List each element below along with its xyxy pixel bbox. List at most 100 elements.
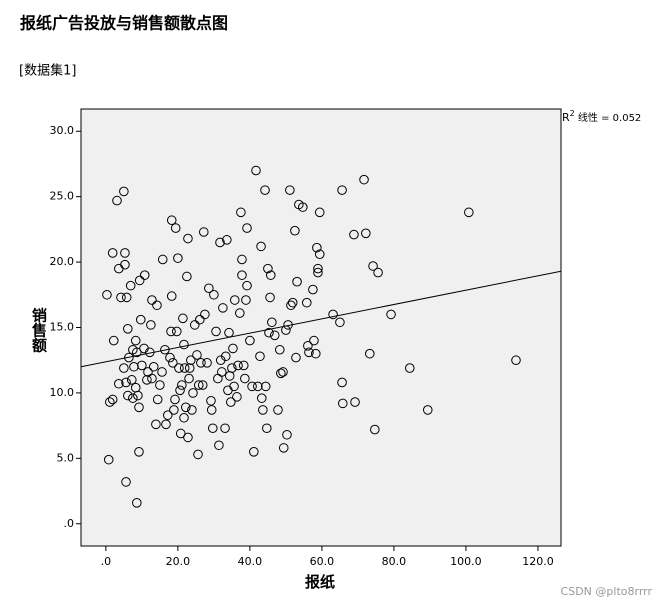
point [107,394,118,405]
point [177,380,187,390]
point [368,261,378,271]
point [218,303,228,313]
point [202,358,212,368]
x-tick-label: 60.0 [310,555,335,568]
point [130,335,141,346]
point [364,348,375,359]
point [303,341,313,351]
fit-label-text: 线性 = 0.052 [575,111,642,124]
point [152,394,163,405]
point [195,314,205,325]
point [179,412,189,423]
point [170,394,180,405]
point [229,295,240,305]
point [278,443,289,453]
point [132,347,142,358]
point [105,397,115,407]
point [189,320,200,330]
point [170,223,181,233]
point [274,344,285,355]
point [123,390,133,401]
point [206,405,217,415]
point [262,423,272,434]
point [511,355,521,366]
fit-label: R2 线性 = 0.052 [562,109,641,125]
point [269,330,280,341]
point [291,352,301,363]
point [229,381,239,392]
point [161,419,171,430]
point [265,270,276,280]
point [314,249,325,260]
point [287,297,298,308]
point [193,449,203,460]
point [312,242,322,253]
chart-title: 报纸广告投放与销售额散点图 [20,14,228,33]
point [103,454,114,465]
point [168,358,178,368]
point [134,402,144,413]
point [215,237,225,248]
point [157,367,167,377]
point [227,363,237,373]
x-tick-label: 80.0 [382,555,407,568]
point [464,207,474,218]
point [313,267,323,278]
point [107,248,118,258]
point [128,393,138,403]
point [206,395,216,406]
point [335,317,345,328]
point [350,397,360,407]
point [263,263,273,274]
x-tick-label: .0 [101,555,112,568]
point [160,344,170,355]
fit-label-main: R [562,111,570,124]
y-tick-label: 15.0 [50,321,75,334]
point [137,360,147,371]
point [148,361,159,372]
point [386,309,396,320]
y-tick-label: 25.0 [50,190,75,203]
point [207,423,218,434]
x-axis-title: 报纸 [305,573,335,591]
fit-line [80,270,562,368]
point [192,350,202,360]
point [166,291,177,301]
point [155,380,165,390]
plot-area [80,108,562,547]
point [282,429,292,440]
point [133,390,143,401]
point [264,327,274,338]
point [258,405,268,415]
point [240,373,250,384]
point [142,375,152,385]
point [182,271,192,282]
point [198,227,209,237]
point [116,292,126,303]
point [178,313,188,324]
point [314,207,325,218]
point [179,339,189,350]
point [337,377,347,388]
point [180,402,191,413]
point [121,477,131,487]
point [151,419,161,430]
point [256,241,266,252]
point [114,378,124,389]
point [126,375,137,385]
point [166,215,177,226]
point [290,225,300,236]
point [179,363,190,373]
point [361,228,371,239]
point [359,174,369,185]
point [328,309,338,320]
point [209,289,219,300]
point [120,259,130,270]
point [166,326,176,337]
point [220,351,231,362]
point [278,367,288,377]
point [211,326,221,337]
point [349,229,359,240]
